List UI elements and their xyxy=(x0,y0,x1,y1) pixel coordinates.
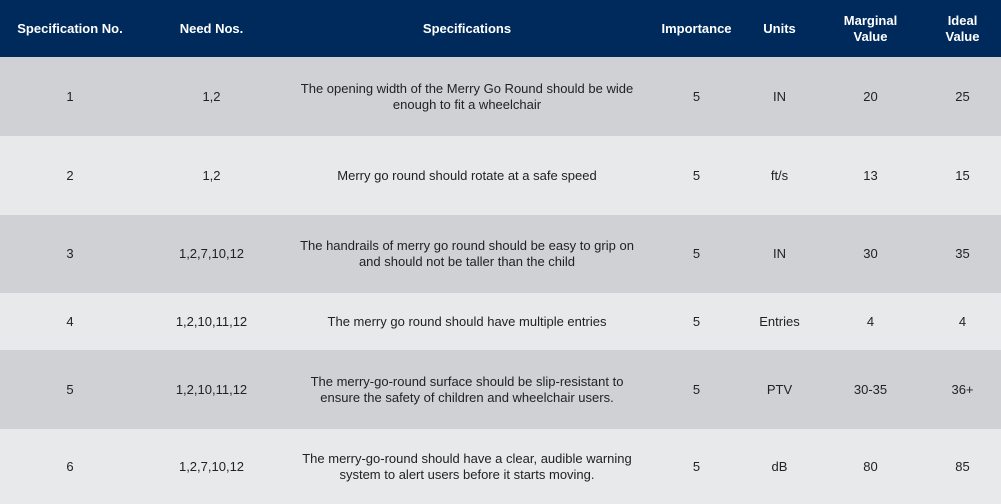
cell-need-nos: 1,2,7,10,12 xyxy=(140,429,283,504)
cell-units: dB xyxy=(742,429,817,504)
cell-importance: 5 xyxy=(651,215,742,293)
cell-units: IN xyxy=(742,215,817,293)
cell-specification: Merry go round should rotate at a safe s… xyxy=(283,136,651,215)
cell-specification: The merry-go-round should have a clear, … xyxy=(283,429,651,504)
cell-marginal-value: 30 xyxy=(817,215,924,293)
cell-importance: 5 xyxy=(651,136,742,215)
cell-need-nos: 1,2,10,11,12 xyxy=(140,293,283,350)
cell-spec-no: 2 xyxy=(0,136,140,215)
cell-need-nos: 1,2,10,11,12 xyxy=(140,350,283,429)
cell-need-nos: 1,2 xyxy=(140,57,283,136)
header-units: Units xyxy=(742,0,817,57)
cell-ideal-value: 85 xyxy=(924,429,1001,504)
cell-specification: The merry-go-round surface should be sli… xyxy=(283,350,651,429)
header-specifications: Specifications xyxy=(283,0,651,57)
cell-units: PTV xyxy=(742,350,817,429)
cell-units: ft/s xyxy=(742,136,817,215)
header-need-nos: Need Nos. xyxy=(140,0,283,57)
cell-importance: 5 xyxy=(651,57,742,136)
cell-marginal-value: 30-35 xyxy=(817,350,924,429)
cell-spec-no: 3 xyxy=(0,215,140,293)
header-importance: Importance xyxy=(651,0,742,57)
cell-ideal-value: 15 xyxy=(924,136,1001,215)
cell-spec-no: 1 xyxy=(0,57,140,136)
cell-importance: 5 xyxy=(651,350,742,429)
cell-units: Entries xyxy=(742,293,817,350)
cell-specification: The handrails of merry go round should b… xyxy=(283,215,651,293)
cell-importance: 5 xyxy=(651,429,742,504)
cell-marginal-value: 80 xyxy=(817,429,924,504)
cell-spec-no: 4 xyxy=(0,293,140,350)
header-marginal-value: Marginal Value xyxy=(817,0,924,57)
cell-marginal-value: 4 xyxy=(817,293,924,350)
cell-ideal-value: 35 xyxy=(924,215,1001,293)
cell-spec-no: 6 xyxy=(0,429,140,504)
cell-spec-no: 5 xyxy=(0,350,140,429)
cell-units: IN xyxy=(742,57,817,136)
cell-specification: The merry go round should have multiple … xyxy=(283,293,651,350)
cell-ideal-value: 25 xyxy=(924,57,1001,136)
cell-specification: The opening width of the Merry Go Round … xyxy=(283,57,651,136)
cell-marginal-value: 20 xyxy=(817,57,924,136)
cell-importance: 5 xyxy=(651,293,742,350)
cell-marginal-value: 13 xyxy=(817,136,924,215)
header-ideal-value: Ideal Value xyxy=(924,0,1001,57)
cell-ideal-value: 36+ xyxy=(924,350,1001,429)
header-spec-no: Specification No. xyxy=(0,0,140,57)
cell-ideal-value: 4 xyxy=(924,293,1001,350)
cell-need-nos: 1,2,7,10,12 xyxy=(140,215,283,293)
cell-need-nos: 1,2 xyxy=(140,136,283,215)
